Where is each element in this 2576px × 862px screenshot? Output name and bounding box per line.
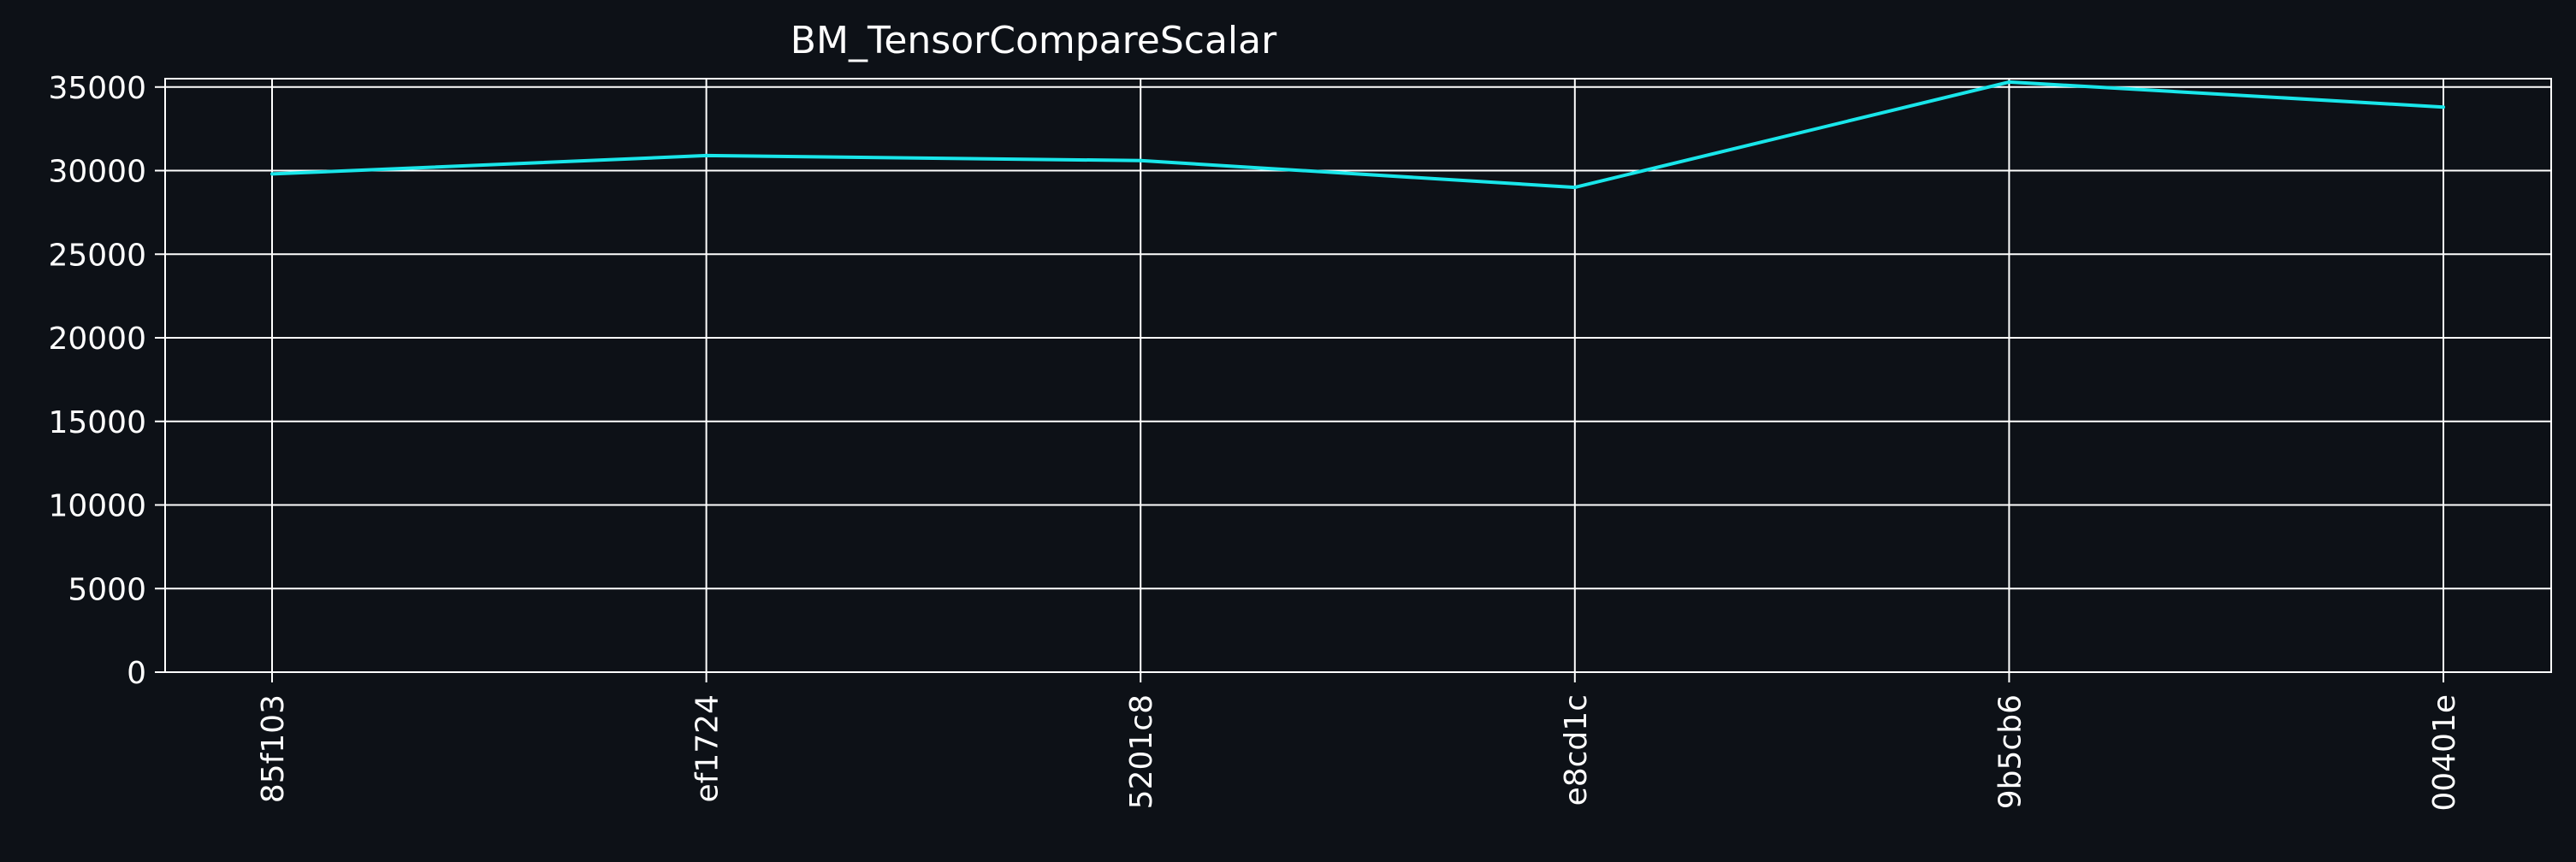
data-point <box>2442 105 2445 109</box>
data-point <box>1572 186 1577 190</box>
y-tick-label: 35000 <box>48 71 146 106</box>
y-tick-label: 0 <box>127 656 146 691</box>
series-layer <box>270 80 2445 190</box>
series-line <box>271 80 2444 190</box>
data-point <box>270 172 274 176</box>
y-tick-label: 10000 <box>48 489 146 524</box>
x-tick-label: 85f103 <box>256 694 291 803</box>
x-tick-label: 00401e <box>2427 694 2462 812</box>
x-tick-label: e8cd1c <box>1559 694 1594 806</box>
x-tick-label: ef1724 <box>690 694 725 802</box>
data-point <box>2007 80 2011 84</box>
x-tick-label: 5201c8 <box>1124 694 1159 809</box>
data-point <box>704 153 708 157</box>
y-tick-label: 5000 <box>68 572 146 607</box>
y-tick-label: 20000 <box>48 322 146 357</box>
chart-title: BM_TensorCompareScalar <box>791 19 1277 62</box>
axes <box>155 78 2552 682</box>
data-point <box>1139 158 1143 162</box>
y-tick-label: 25000 <box>48 238 146 273</box>
y-tick-label: 15000 <box>48 405 146 440</box>
grid <box>165 79 2551 673</box>
tick-labels: 0 5000 10000 15000 20000 25000 30000 35000 85f10… <box>48 71 2462 812</box>
x-tick-label: 9b5cb6 <box>1993 694 2028 809</box>
plot-frame <box>164 78 2552 673</box>
y-tick-label: 30000 <box>48 155 146 190</box>
